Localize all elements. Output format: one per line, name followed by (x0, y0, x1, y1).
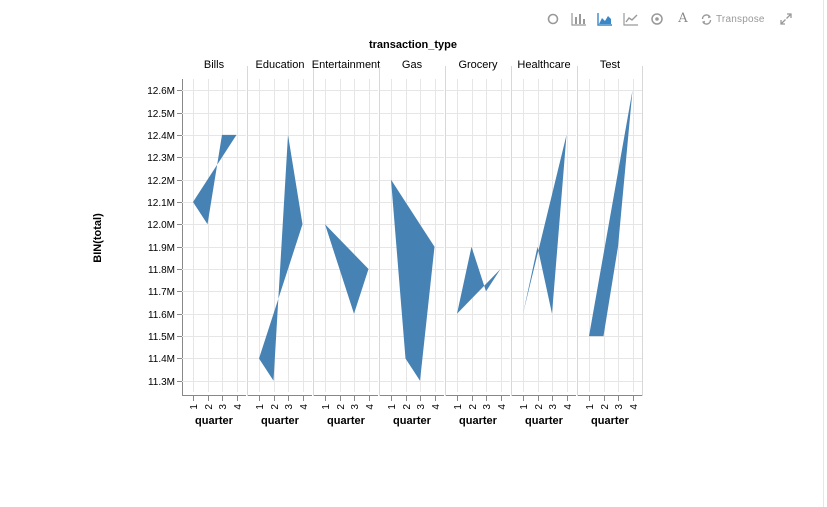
facet-header: Entertainment (312, 59, 380, 71)
x-tick-label: 1 (519, 404, 530, 410)
x-tick-label: 4 (233, 404, 244, 410)
x-tick-label: 4 (431, 404, 442, 410)
chart-title: transaction_type (369, 39, 457, 51)
y-tick-label: 12.5M (147, 109, 175, 120)
panel-border (823, 0, 824, 507)
facet-header: Grocery (458, 59, 498, 71)
x-axis-title: quarter (459, 415, 498, 427)
facet-header: Test (600, 59, 620, 71)
y-tick-label: 12.3M (147, 153, 175, 164)
facet-header: Gas (402, 59, 423, 71)
line-chart-icon (623, 13, 638, 26)
x-tick-label: 4 (299, 404, 310, 410)
y-tick-label: 12.1M (147, 198, 175, 209)
transpose-button[interactable]: Transpose (696, 8, 773, 30)
x-tick-label: 1 (189, 404, 200, 410)
area-mark (259, 134, 303, 381)
x-tick-label: 3 (548, 404, 559, 410)
line-chart-button[interactable] (618, 8, 644, 30)
area-chart-button[interactable] (592, 8, 618, 30)
x-tick-label: 4 (365, 404, 376, 410)
x-tick-label: 1 (255, 404, 266, 410)
y-tick-label: 11.6M (148, 310, 175, 321)
x-tick-label: 2 (336, 404, 347, 410)
x-tick-label: 2 (402, 404, 413, 410)
transpose-label: Transpose (716, 13, 765, 25)
y-axis-title: BIN(total) (92, 213, 104, 263)
area-mark (589, 90, 633, 337)
area-mark (193, 134, 237, 225)
y-tick-label: 12.6M (147, 86, 175, 97)
y-tick-label: 11.7M (148, 287, 175, 298)
font-icon: A (678, 11, 688, 26)
area-mark (523, 134, 567, 314)
bar-chart-button[interactable] (566, 8, 592, 30)
target-icon (651, 13, 663, 25)
y-tick-label: 11.8M (148, 265, 175, 276)
x-tick-label: 3 (350, 404, 361, 410)
x-tick-label: 3 (482, 404, 493, 410)
y-tick-label: 12.2M (147, 176, 175, 187)
x-axis-title: quarter (525, 415, 564, 427)
facet-header: Education (256, 59, 305, 71)
x-tick-label: 1 (321, 404, 332, 410)
area-mark (391, 179, 435, 381)
x-tick-label: 4 (497, 404, 508, 410)
circle-chart-button[interactable] (540, 8, 566, 30)
x-tick-label: 2 (534, 404, 545, 410)
expand-icon (780, 13, 792, 25)
x-tick-label: 3 (614, 404, 625, 410)
area-mark (457, 246, 501, 314)
bar-chart-icon (571, 13, 586, 26)
x-axis-title: quarter (195, 415, 234, 427)
x-axis-title: quarter (327, 415, 366, 427)
x-tick-label: 2 (468, 404, 479, 410)
x-tick-label: 4 (563, 404, 574, 410)
x-axis-title: quarter (393, 415, 432, 427)
x-axis-title: quarter (261, 415, 300, 427)
y-tick-label: 11.4M (148, 354, 175, 365)
x-tick-label: 3 (416, 404, 427, 410)
y-tick-label: 11.9M (148, 243, 175, 254)
x-tick-label: 2 (204, 404, 215, 410)
x-tick-label: 2 (600, 404, 611, 410)
facet-header: Healthcare (517, 59, 570, 71)
chart-toolbar: A Transpose (540, 8, 799, 30)
facet-header: Bills (204, 59, 225, 71)
font-button[interactable]: A (670, 8, 696, 30)
x-tick-label: 3 (284, 404, 295, 410)
x-tick-label: 4 (629, 404, 640, 410)
expand-button[interactable] (773, 8, 799, 30)
y-tick-label: 11.5M (148, 332, 175, 343)
area-mark (325, 224, 369, 314)
target-chart-button[interactable] (644, 8, 670, 30)
x-tick-label: 1 (387, 404, 398, 410)
x-tick-label: 1 (585, 404, 596, 410)
y-tick-label: 12.0M (147, 220, 175, 231)
x-tick-label: 2 (270, 404, 281, 410)
x-tick-label: 3 (218, 404, 229, 410)
x-tick-label: 1 (453, 404, 464, 410)
area-chart-icon (597, 13, 612, 26)
y-tick-label: 11.3M (148, 377, 175, 388)
transpose-icon (701, 13, 712, 25)
x-axis-title: quarter (591, 415, 630, 427)
circle-icon (547, 13, 559, 25)
y-tick-label: 12.4M (147, 131, 175, 142)
